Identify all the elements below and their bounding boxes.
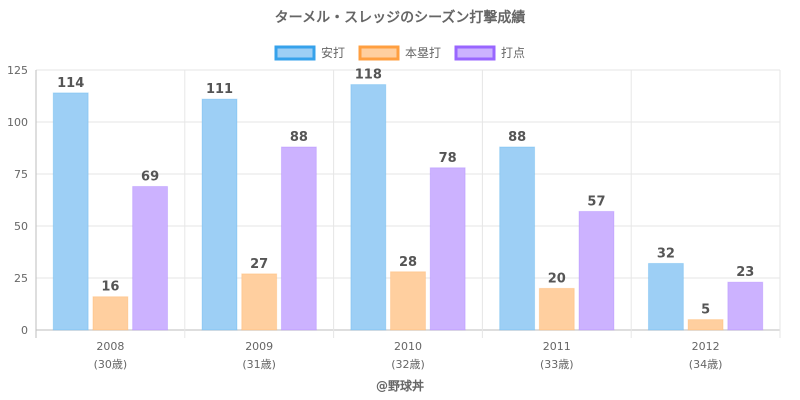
data-label: 23	[736, 265, 754, 280]
bar[interactable]	[499, 146, 536, 331]
bar[interactable]	[538, 287, 575, 331]
y-tick-label: 75	[14, 168, 28, 181]
data-label: 5	[701, 303, 710, 318]
bar[interactable]	[132, 185, 169, 331]
y-tick-label: 125	[7, 64, 28, 77]
data-label: 88	[290, 130, 308, 145]
bars	[52, 84, 764, 331]
legend: 安打 本塁打 打点	[274, 45, 525, 61]
y-tick-label: 0	[21, 324, 28, 337]
legend-swatch	[454, 45, 496, 61]
legend-swatch	[274, 45, 316, 61]
data-label: 32	[657, 246, 675, 261]
x-axis: 2008 (30歳) 2009 (31歳) 2010 (32歳) 2011 (33歳) 2012…	[94, 340, 723, 371]
credit-text: @野球丼	[376, 378, 424, 393]
chart-title: ターメル・スレッジのシーズン打撃成績	[275, 9, 526, 26]
bar[interactable]	[201, 98, 238, 331]
bar[interactable]	[429, 167, 466, 331]
bar[interactable]	[92, 296, 129, 331]
legend-label: 安打	[321, 45, 345, 60]
x-tick-sublabel: (32歳)	[391, 358, 425, 371]
legend-swatch	[358, 45, 400, 61]
data-label: 111	[206, 82, 233, 97]
data-label: 20	[548, 271, 566, 286]
data-label: 57	[587, 194, 605, 209]
y-tick-label: 25	[14, 272, 28, 285]
data-label: 16	[101, 280, 119, 295]
data-label: 28	[399, 255, 417, 270]
x-tick-label: 2011	[543, 340, 571, 353]
y-tick-label: 50	[14, 220, 28, 233]
bar[interactable]	[350, 84, 387, 331]
bar[interactable]	[647, 262, 684, 331]
x-tick-sublabel: (30歳)	[94, 358, 128, 371]
x-tick-label: 2008	[96, 340, 124, 353]
y-axis: 0 25 50 75 100 125	[7, 64, 28, 337]
legend-item[interactable]: 打点	[454, 45, 525, 61]
bar[interactable]	[241, 273, 278, 331]
x-tick-label: 2012	[692, 340, 720, 353]
data-label: 114	[57, 76, 84, 91]
x-tick-sublabel: (31歳)	[242, 358, 276, 371]
x-tick-sublabel: (33歳)	[540, 358, 574, 371]
data-label: 118	[355, 68, 382, 83]
bar[interactable]	[390, 271, 426, 331]
bar[interactable]	[280, 146, 317, 331]
x-tick-label: 2010	[394, 340, 422, 353]
data-label: 88	[508, 130, 526, 145]
data-label: 27	[250, 257, 268, 272]
data-label: 69	[141, 169, 159, 184]
legend-item[interactable]: 本塁打	[358, 45, 441, 61]
x-tick-sublabel: (34歳)	[689, 358, 723, 371]
legend-label: 打点	[501, 46, 525, 60]
bar[interactable]	[727, 281, 764, 331]
bar[interactable]	[578, 210, 615, 331]
legend-item[interactable]: 安打	[274, 45, 345, 61]
data-labels: 114 16 69 111 27 88 118 28 78 88 20 57 32 5 23	[57, 68, 754, 318]
legend-label: 本塁打	[405, 46, 441, 60]
bar[interactable]	[687, 319, 724, 331]
y-tick-label: 100	[7, 116, 28, 129]
bar[interactable]	[52, 92, 89, 331]
data-label: 78	[439, 151, 457, 166]
x-tick-label: 2009	[245, 340, 273, 353]
